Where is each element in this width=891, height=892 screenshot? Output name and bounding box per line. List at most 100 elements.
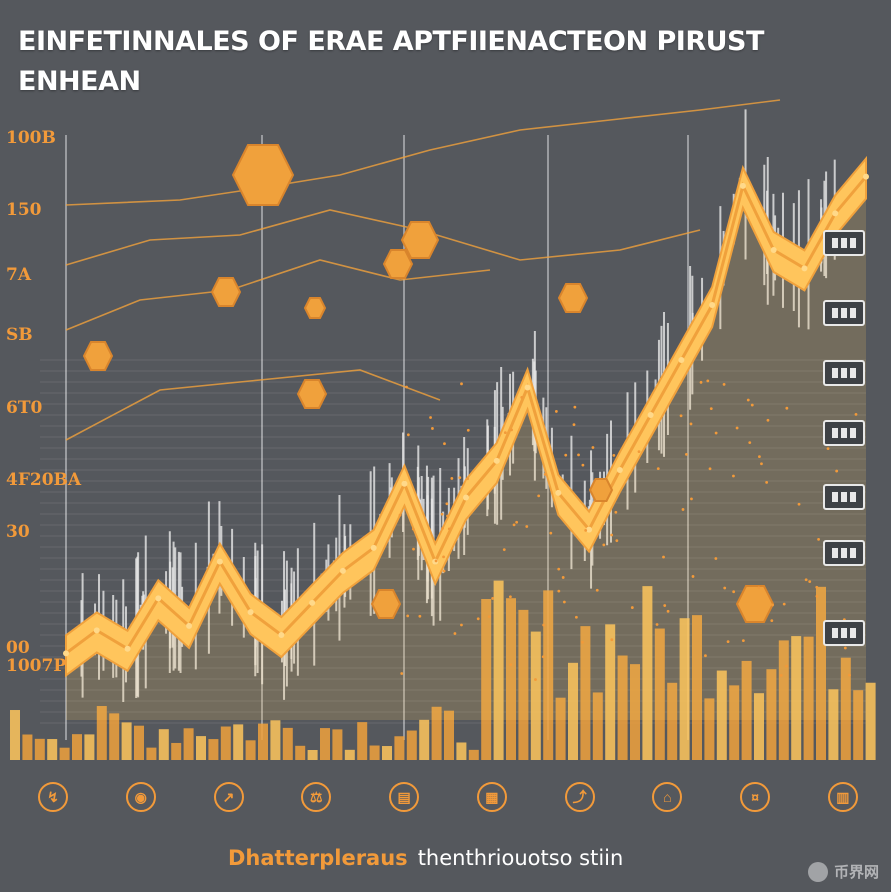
scatter-dot: [735, 426, 739, 430]
floating-cube: [231, 144, 295, 206]
volume-bar: [791, 636, 802, 760]
volume-bar: [865, 682, 876, 760]
scatter-dot: [487, 615, 491, 619]
scatter-dot: [815, 594, 819, 598]
volume-bar: [481, 599, 492, 760]
data-point: [493, 457, 500, 464]
scatter-dot: [510, 428, 513, 432]
volume-bar: [208, 739, 219, 760]
watermark-coin-icon: [807, 861, 828, 882]
scatter-dot: [509, 595, 512, 599]
floating-cube: [296, 379, 328, 409]
volume-bar: [109, 713, 120, 760]
side-badge-icon: [823, 540, 865, 566]
scatter-dot: [785, 664, 788, 668]
scatter-dot: [537, 494, 541, 498]
area-fill: [66, 176, 866, 720]
footer-icon-item: ▥: [808, 782, 878, 832]
scatter-dot: [655, 623, 659, 626]
footer-icon-item: ⌂: [632, 782, 702, 832]
scatter-dot: [765, 480, 769, 484]
data-point: [247, 609, 254, 616]
scatter-dot: [431, 427, 434, 430]
floating-cube: [382, 249, 414, 279]
volume-bar: [158, 729, 169, 760]
volume-bar: [642, 586, 653, 760]
scatter-dot: [557, 567, 561, 571]
scatter-dot: [630, 606, 634, 609]
volume-bar: [568, 662, 578, 760]
scatter-dot: [690, 497, 693, 501]
scatter-dot: [411, 527, 415, 531]
scatter-dot: [691, 575, 695, 578]
footer-icon-item: ▤: [369, 782, 439, 832]
scatter-dot: [476, 617, 480, 621]
volume-bar: [59, 747, 70, 760]
scatter-dot: [525, 525, 529, 528]
scatter-dot: [549, 531, 553, 535]
scatter-dot: [520, 395, 524, 399]
volume-bar: [456, 742, 467, 760]
volume-bar: [245, 740, 256, 760]
scatter-dot: [681, 508, 685, 511]
scatter-dot: [515, 520, 519, 524]
scatter-dot: [602, 543, 606, 547]
scatter-dot: [758, 455, 761, 459]
side-badge-icon: [823, 620, 865, 646]
data-point: [709, 302, 716, 308]
side-badge-icon: [823, 484, 865, 510]
scatter-dot: [434, 559, 438, 563]
volume-bar: [431, 706, 442, 760]
scatter-dot: [771, 603, 774, 607]
volume-bar: [592, 692, 603, 760]
chart-title-line-2: ENHEAN: [18, 66, 141, 97]
volume-bar: [630, 664, 640, 760]
scatter-dot: [726, 640, 730, 644]
currency-icon: ¤: [740, 782, 771, 812]
volume-bar: [146, 747, 157, 760]
volume-bar: [84, 734, 95, 760]
floating-cube: [735, 585, 775, 623]
watermark-text: 币界网: [833, 864, 879, 881]
scatter-dot: [460, 382, 463, 386]
volume-bar: [307, 749, 318, 760]
scatter-dot: [804, 578, 808, 582]
scatter-dot: [466, 477, 470, 481]
scatter-dot: [706, 379, 710, 383]
volume-bar: [444, 710, 454, 760]
scatter-dot: [612, 453, 616, 457]
volume-bar: [840, 657, 851, 760]
footer-brand: Dhatterpleraus thenthriouotso stiin: [228, 846, 623, 870]
scatter-dot: [732, 474, 735, 478]
volume-bar: [704, 698, 715, 760]
volume-bar: [729, 685, 740, 760]
data-point: [770, 247, 777, 253]
scatter-dot: [509, 663, 513, 667]
scatter-dot: [595, 588, 599, 592]
scatter-dot: [450, 477, 454, 480]
scatter-dot: [406, 614, 410, 618]
scatter-dot: [460, 623, 463, 627]
data-point: [339, 567, 346, 574]
scatter-dot: [572, 423, 576, 427]
volume-bar: [828, 689, 839, 760]
footer-icon-item: ¤: [720, 782, 790, 832]
scatter-dot: [610, 638, 614, 642]
scatter-dot: [835, 469, 839, 473]
footer-icon-item: ◉: [106, 782, 176, 832]
scatter-dot: [491, 597, 495, 600]
document-icon: ▤: [389, 782, 420, 812]
y-tick-label: 1007P: [6, 656, 67, 676]
scatter-dot: [458, 476, 462, 480]
volume-bar: [282, 727, 293, 760]
data-point: [647, 412, 654, 418]
volume-bar: [667, 682, 678, 760]
scatter-dot: [502, 548, 506, 552]
data-point: [401, 480, 408, 487]
scatter-dot: [443, 442, 446, 446]
volume-bar: [716, 670, 727, 760]
trend-line-3: [65, 259, 491, 331]
scatter-dot: [689, 422, 693, 426]
scatter-dot: [843, 646, 847, 650]
